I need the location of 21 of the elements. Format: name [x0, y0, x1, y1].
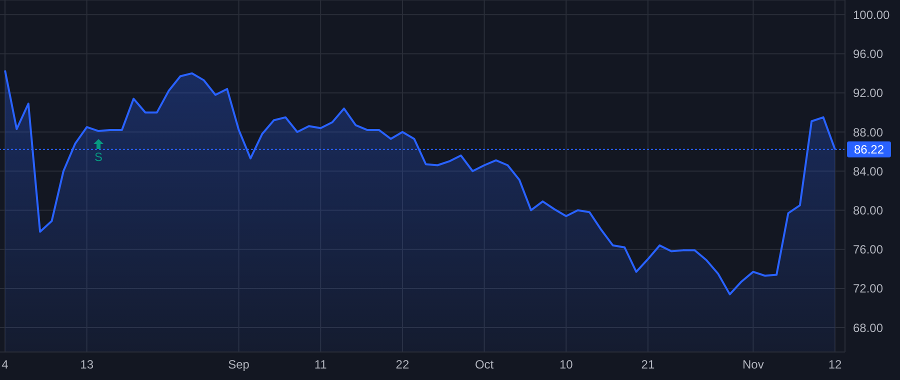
x-tick-label: 21: [641, 358, 655, 372]
x-tick-label: Nov: [742, 358, 764, 372]
y-tick-label: 80.00: [853, 203, 884, 218]
x-tick-label: 11: [314, 358, 328, 372]
annotation: S: [94, 150, 103, 164]
y-tick-label: 92.00: [853, 86, 884, 100]
y-tick-label: 96.00: [853, 47, 884, 62]
y-tick-label: 68.00: [853, 320, 884, 335]
y-tick-label: 88.00: [853, 125, 884, 140]
x-tick-label: 12: [828, 358, 842, 372]
y-tick-label: 84.00: [853, 164, 884, 178]
x-tick-label: Oct: [474, 358, 494, 372]
x-tick-label: 10: [559, 358, 574, 372]
x-tick-label: 13: [80, 358, 94, 372]
y-tick-label: 76.00: [853, 242, 884, 257]
ref-line-label: 86.22: [854, 142, 884, 156]
x-tick-label: 22: [396, 358, 410, 372]
y-tick-label: 72.00: [853, 282, 884, 296]
y-tick-label: 100.00: [853, 8, 890, 22]
x-tick-label: Sep: [228, 358, 250, 372]
x-tick-label: 4: [2, 358, 9, 372]
